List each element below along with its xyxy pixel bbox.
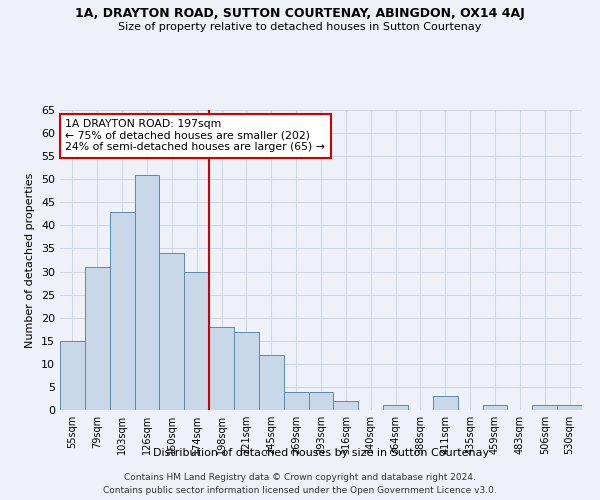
Text: Contains public sector information licensed under the Open Government Licence v3: Contains public sector information licen…	[103, 486, 497, 495]
Bar	[60, 341, 85, 410]
Bar	[334, 401, 358, 410]
Bar	[557, 406, 582, 410]
Bar	[433, 396, 458, 410]
Text: 1A DRAYTON ROAD: 197sqm
← 75% of detached houses are smaller (202)
24% of semi-d: 1A DRAYTON ROAD: 197sqm ← 75% of detache…	[65, 119, 325, 152]
Bar	[110, 212, 134, 410]
Bar	[85, 267, 110, 410]
Bar	[284, 392, 308, 410]
Text: Size of property relative to detached houses in Sutton Courtenay: Size of property relative to detached ho…	[118, 22, 482, 32]
Bar	[134, 174, 160, 410]
Bar	[209, 327, 234, 410]
Bar	[383, 406, 408, 410]
Bar	[259, 354, 284, 410]
Text: 1A, DRAYTON ROAD, SUTTON COURTENAY, ABINGDON, OX14 4AJ: 1A, DRAYTON ROAD, SUTTON COURTENAY, ABIN…	[75, 8, 525, 20]
Bar	[184, 272, 209, 410]
Text: Distribution of detached houses by size in Sutton Courtenay: Distribution of detached houses by size …	[153, 448, 489, 458]
Bar	[308, 392, 334, 410]
Bar	[160, 253, 184, 410]
Y-axis label: Number of detached properties: Number of detached properties	[25, 172, 35, 348]
Bar	[482, 406, 508, 410]
Bar	[234, 332, 259, 410]
Text: Contains HM Land Registry data © Crown copyright and database right 2024.: Contains HM Land Registry data © Crown c…	[124, 472, 476, 482]
Bar	[532, 406, 557, 410]
